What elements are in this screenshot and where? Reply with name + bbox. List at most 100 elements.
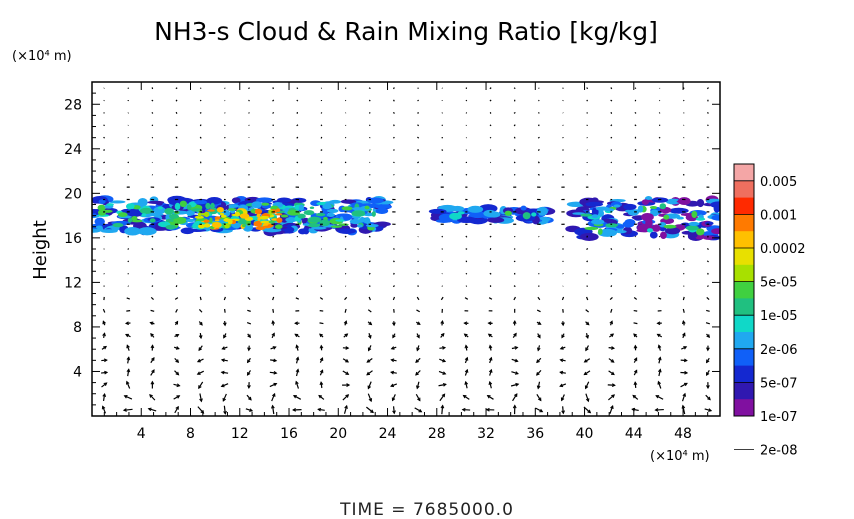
wind-vector — [681, 393, 686, 402]
wind-vector-head — [370, 409, 374, 414]
wind-vector-head — [514, 371, 519, 375]
wind-vector — [199, 124, 202, 127]
wind-vector-head — [561, 334, 565, 339]
y-tick-label: 4 — [73, 364, 82, 380]
wind-vector — [392, 99, 395, 102]
wind-vector-head — [583, 359, 588, 363]
wind-vector — [199, 260, 202, 263]
cloud-core-cell — [224, 223, 230, 229]
wind-vector — [296, 173, 299, 176]
wind-vector — [223, 296, 226, 301]
wind-vector — [562, 87, 564, 89]
wind-vector — [320, 173, 323, 176]
wind-vector — [441, 285, 443, 287]
wind-vector — [366, 370, 373, 376]
wind-vector — [344, 248, 347, 250]
colorbar-swatch — [734, 298, 754, 316]
cloud-cell — [174, 202, 181, 211]
wind-vector — [221, 383, 229, 388]
wind-vector — [344, 149, 347, 151]
wind-vector — [175, 149, 178, 151]
wind-vector-head — [149, 394, 153, 398]
wind-vector — [586, 260, 589, 263]
wind-vector — [393, 149, 395, 151]
wind-vector-head — [319, 381, 324, 386]
wind-vector — [634, 161, 637, 164]
colorbar-swatch — [734, 164, 754, 182]
cloud-cell — [169, 213, 179, 219]
wind-vector — [610, 248, 613, 250]
wind-vector — [320, 285, 323, 287]
wind-vector — [416, 296, 420, 301]
cloud-cell — [688, 221, 700, 226]
cloud-cell — [137, 227, 157, 236]
cloud-cell — [457, 211, 465, 215]
wind-vector — [199, 99, 202, 102]
wind-vector-head — [246, 371, 251, 376]
wind-vector — [245, 408, 253, 412]
wind-vector — [706, 112, 709, 114]
wind-vector — [175, 272, 178, 275]
wind-vector-head — [223, 410, 227, 415]
wind-vector-head — [220, 383, 225, 388]
cloud-cell — [92, 212, 97, 218]
cloud-cell — [335, 219, 345, 222]
wind-vector — [537, 149, 540, 152]
wind-vector — [198, 309, 203, 313]
wind-vector — [320, 149, 323, 151]
cloud-cell — [710, 201, 720, 209]
wind-vector — [632, 408, 639, 412]
wind-vector — [538, 124, 540, 127]
cloud-cell — [280, 214, 289, 218]
wind-vector — [513, 87, 516, 90]
cloud-cell — [584, 226, 599, 231]
wind-vector — [392, 111, 395, 114]
wind-vector — [706, 296, 710, 300]
wind-vector-head — [102, 332, 106, 337]
wind-vector-head — [537, 334, 541, 339]
wind-vector-head — [150, 380, 155, 385]
cloud-cell — [149, 218, 156, 223]
wind-vector — [414, 407, 422, 413]
x-tick-label: 48 — [674, 426, 692, 442]
wind-vector — [293, 395, 302, 400]
wind-vector-head — [292, 395, 297, 399]
cloud-cell — [95, 225, 103, 230]
wind-vector — [417, 272, 419, 275]
wind-vector — [634, 260, 637, 263]
cloud-cell — [468, 213, 488, 219]
x-unit-label: (×10⁴ m) — [650, 449, 710, 464]
wind-vector — [585, 309, 590, 313]
wind-vector — [198, 381, 204, 389]
wind-vector — [248, 112, 250, 114]
wind-vector — [487, 395, 494, 400]
wind-vector-head — [222, 397, 226, 402]
wind-vector — [248, 87, 250, 90]
wind-vector-head — [706, 334, 711, 339]
wind-vector — [537, 285, 540, 287]
cloud-cell — [622, 221, 635, 228]
cloud-cell — [665, 227, 681, 235]
wind-vector — [536, 369, 542, 376]
cloud-core-cell — [274, 213, 283, 216]
wind-vector — [633, 297, 638, 300]
wind-vector — [344, 296, 348, 301]
wind-vector-head — [416, 385, 420, 390]
x-tick-label: 8 — [186, 426, 195, 442]
wind-vector-head — [295, 356, 300, 361]
wind-vector-head — [294, 321, 298, 326]
cloud-cell — [536, 206, 548, 216]
wind-vector-head — [151, 369, 155, 374]
cloud-cell — [520, 205, 527, 211]
y-tick-label: 24 — [64, 142, 82, 158]
wind-vector-head — [126, 368, 131, 373]
wind-vector — [417, 173, 420, 176]
wind-vector — [342, 394, 349, 401]
wind-vector-head — [196, 371, 201, 375]
wind-vector — [151, 99, 154, 102]
wind-vector — [175, 260, 178, 263]
wind-vector-head — [706, 359, 710, 364]
cloud-field — [92, 195, 720, 241]
cloud-cell — [663, 224, 677, 229]
wind-vector — [222, 393, 227, 402]
